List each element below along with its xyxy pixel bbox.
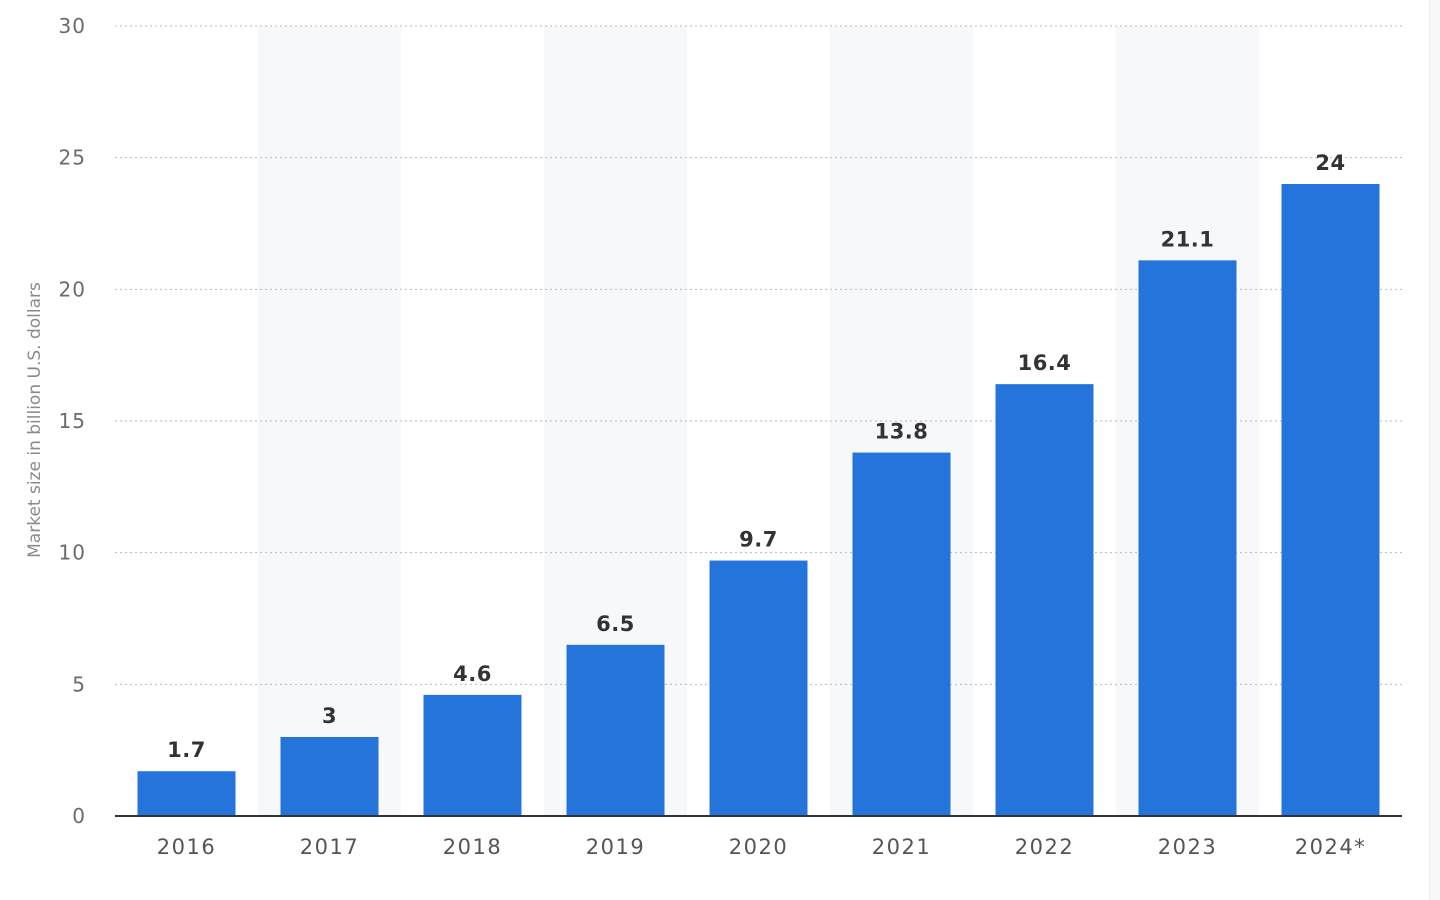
y-tick-label: 15 [59, 409, 86, 433]
x-tick-label: 2018 [443, 835, 502, 859]
y-tick-label: 20 [59, 277, 86, 301]
data-label: 6.5 [596, 612, 635, 636]
y-tick-label: 5 [72, 672, 86, 696]
y-tick-label: 10 [59, 541, 86, 565]
x-tick-label: 2016 [157, 835, 216, 859]
y-tick-label: 25 [59, 146, 86, 170]
x-tick-label: 2019 [586, 835, 645, 859]
x-tick-label: 2023 [1158, 835, 1217, 859]
data-label: 9.7 [739, 528, 778, 552]
bar-2017[interactable] [280, 737, 379, 816]
bars [137, 184, 1380, 816]
data-label: 21.1 [1161, 227, 1215, 251]
data-label: 3 [322, 704, 337, 728]
data-label: 24 [1315, 151, 1345, 175]
bar-2020[interactable] [709, 560, 808, 816]
bar-2023[interactable] [1138, 260, 1237, 816]
bar-2016[interactable] [137, 771, 236, 816]
bar-2018[interactable] [423, 694, 522, 816]
y-axis-title: Market size in billion U.S. dollars [25, 282, 45, 558]
y-axis-ticks: 0 5 10 15 20 25 30 [59, 14, 86, 828]
x-tick-label: 2022 [1015, 835, 1074, 859]
right-edge-panel [1429, 0, 1440, 900]
data-label: 16.4 [1018, 351, 1072, 375]
y-tick-label: 30 [59, 14, 86, 38]
x-tick-label: 2021 [872, 835, 931, 859]
bar-2019[interactable] [566, 644, 665, 816]
bar-2021[interactable] [852, 452, 951, 816]
data-label: 13.8 [875, 420, 929, 444]
data-labels: 1.7 3 4.6 6.5 9.7 13.8 16.4 21.1 24 [167, 151, 1345, 762]
column-band [258, 26, 401, 816]
x-tick-label: 2024* [1295, 835, 1366, 859]
data-label: 1.7 [167, 738, 206, 762]
data-label: 4.6 [453, 662, 492, 686]
bar-2024[interactable] [1281, 184, 1380, 816]
bar-2022[interactable] [995, 384, 1094, 816]
x-axis-ticks: 2016 2017 2018 2019 2020 2021 2022 2023 2024* [157, 835, 1366, 859]
y-tick-label: 0 [72, 804, 86, 828]
x-tick-label: 2020 [729, 835, 788, 859]
x-tick-label: 2017 [300, 835, 359, 859]
